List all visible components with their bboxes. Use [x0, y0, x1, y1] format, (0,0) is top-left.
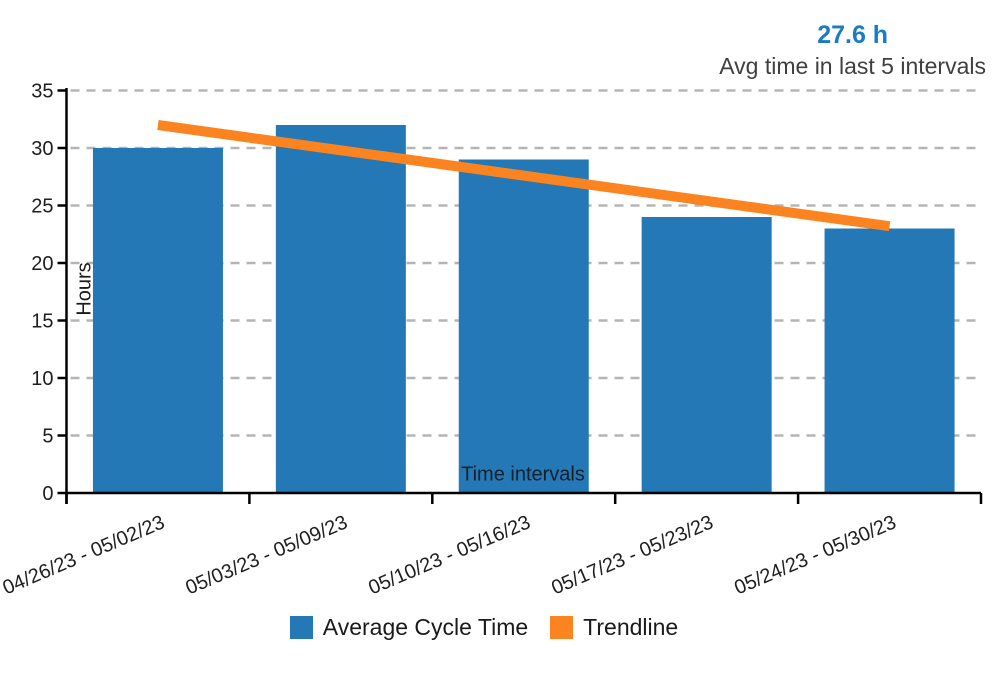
trendline: [157, 120, 891, 232]
chart-svg: 0 5 10 15 20 25 30 35 04/26/23 - 05/02/23 05/03/2…: [0, 81, 983, 599]
chart-area: 0 5 10 15 20 25 30 35 04/26/23 - 05/02/23 05/03/2…: [0, 81, 983, 599]
avg-value: 27.6 h: [817, 21, 889, 49]
bar: [641, 217, 772, 493]
y-tick-label: 5: [42, 426, 53, 448]
bar: [824, 228, 955, 493]
y-tick-label: 10: [31, 368, 53, 390]
x-category-label: 05/10/23 - 05/16/23: [365, 511, 533, 599]
y-tick-label: 15: [31, 311, 53, 333]
y-tick-label: 25: [31, 196, 53, 218]
y-tick-label: 0: [42, 483, 53, 505]
bar: [92, 148, 223, 493]
legend-label-average-cycle-time: Average Cycle Time: [322, 614, 529, 640]
avg-caption: Avg time in last 5 intervals: [719, 52, 986, 79]
y-tick-label: 30: [31, 138, 53, 160]
legend-item-average-cycle-time: Average Cycle Time: [289, 614, 529, 641]
bar: [458, 159, 589, 493]
bar: [275, 125, 406, 493]
x-category-label: 04/26/23 - 05/02/23: [0, 511, 168, 599]
x-category-label: 05/24/23 - 05/30/23: [731, 511, 899, 599]
legend-label-trendline: Trendline: [583, 614, 679, 640]
legend-item-trendline: Trendline: [550, 614, 678, 641]
y-tick-label: 35: [31, 81, 53, 103]
x-category-label: 05/17/23 - 05/23/23: [548, 511, 716, 599]
y-axis-title: Hours: [73, 262, 96, 316]
legend: Average Cycle Time Trendline: [0, 614, 1002, 641]
x-category-label: 05/03/23 - 05/09/23: [183, 511, 351, 599]
trendline-series-swatch-icon: [550, 616, 574, 639]
x-axis-title: Time intervals: [461, 463, 585, 486]
avg-summary: 27.6 h Avg time in last 5 intervals: [719, 21, 986, 79]
bar-series-swatch-icon: [289, 616, 313, 639]
y-tick-label: 20: [31, 253, 53, 275]
